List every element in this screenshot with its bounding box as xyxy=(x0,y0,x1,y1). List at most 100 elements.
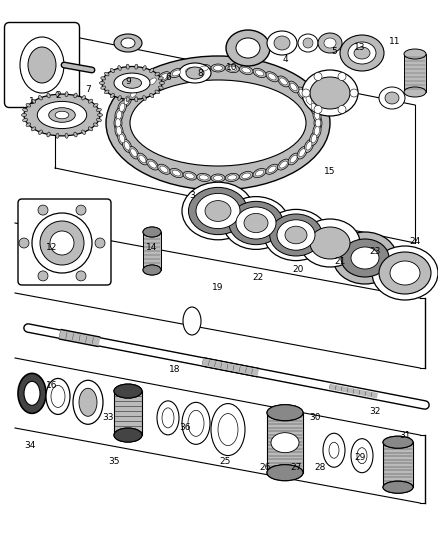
Ellipse shape xyxy=(105,72,109,76)
Ellipse shape xyxy=(290,83,297,91)
Ellipse shape xyxy=(239,172,253,180)
Ellipse shape xyxy=(79,388,97,416)
Ellipse shape xyxy=(155,90,159,94)
Ellipse shape xyxy=(333,232,397,284)
Ellipse shape xyxy=(135,64,138,69)
Ellipse shape xyxy=(118,132,127,146)
Ellipse shape xyxy=(236,207,276,239)
Text: 19: 19 xyxy=(212,284,224,293)
Ellipse shape xyxy=(26,123,31,126)
Ellipse shape xyxy=(160,166,168,173)
Ellipse shape xyxy=(314,111,320,119)
Ellipse shape xyxy=(267,465,303,481)
Ellipse shape xyxy=(124,96,130,104)
Ellipse shape xyxy=(49,108,75,122)
Ellipse shape xyxy=(196,193,240,229)
Ellipse shape xyxy=(267,405,303,421)
Ellipse shape xyxy=(223,197,289,249)
Ellipse shape xyxy=(114,116,122,130)
Ellipse shape xyxy=(278,76,290,87)
Text: 16: 16 xyxy=(46,381,58,390)
Ellipse shape xyxy=(285,226,307,244)
Ellipse shape xyxy=(135,97,138,102)
Ellipse shape xyxy=(118,66,121,70)
Ellipse shape xyxy=(280,161,287,168)
Ellipse shape xyxy=(40,221,84,265)
Ellipse shape xyxy=(267,31,297,55)
Ellipse shape xyxy=(182,182,254,240)
Ellipse shape xyxy=(150,68,154,72)
Ellipse shape xyxy=(185,173,194,179)
Ellipse shape xyxy=(114,73,150,93)
Circle shape xyxy=(19,238,29,248)
Ellipse shape xyxy=(143,265,161,275)
FancyBboxPatch shape xyxy=(114,391,142,435)
Ellipse shape xyxy=(225,64,239,72)
Text: 13: 13 xyxy=(354,43,366,52)
Ellipse shape xyxy=(159,77,163,80)
Ellipse shape xyxy=(96,108,101,111)
Ellipse shape xyxy=(304,139,314,152)
Text: 4: 4 xyxy=(282,55,288,64)
Ellipse shape xyxy=(253,168,266,177)
Circle shape xyxy=(350,89,358,97)
Ellipse shape xyxy=(26,103,31,107)
Circle shape xyxy=(302,89,310,97)
Ellipse shape xyxy=(56,92,59,97)
Ellipse shape xyxy=(304,94,314,107)
Ellipse shape xyxy=(143,95,146,100)
Ellipse shape xyxy=(404,87,426,97)
Ellipse shape xyxy=(255,170,264,176)
Ellipse shape xyxy=(271,433,299,453)
Text: 30: 30 xyxy=(309,414,321,423)
Ellipse shape xyxy=(74,132,77,137)
Ellipse shape xyxy=(404,49,426,59)
Ellipse shape xyxy=(96,118,101,122)
Ellipse shape xyxy=(348,42,376,64)
Ellipse shape xyxy=(268,166,276,173)
Ellipse shape xyxy=(351,247,379,269)
Ellipse shape xyxy=(114,428,142,442)
Ellipse shape xyxy=(182,402,210,445)
Text: 7: 7 xyxy=(85,85,91,94)
Ellipse shape xyxy=(211,403,245,456)
Ellipse shape xyxy=(197,64,211,72)
Ellipse shape xyxy=(277,220,315,250)
Circle shape xyxy=(338,106,346,114)
Text: 26: 26 xyxy=(259,464,271,472)
Ellipse shape xyxy=(225,173,239,182)
FancyBboxPatch shape xyxy=(267,413,303,473)
Ellipse shape xyxy=(299,149,305,157)
Ellipse shape xyxy=(143,265,161,275)
Ellipse shape xyxy=(372,246,438,300)
Ellipse shape xyxy=(340,35,384,71)
Ellipse shape xyxy=(162,408,174,428)
Text: 9: 9 xyxy=(125,77,131,86)
Ellipse shape xyxy=(106,56,330,190)
Ellipse shape xyxy=(218,414,238,446)
Ellipse shape xyxy=(311,134,317,143)
Circle shape xyxy=(338,72,346,80)
Text: 15: 15 xyxy=(324,167,336,176)
Ellipse shape xyxy=(129,147,139,159)
Ellipse shape xyxy=(39,95,42,100)
Text: 1: 1 xyxy=(29,98,35,107)
Ellipse shape xyxy=(82,95,85,100)
Ellipse shape xyxy=(147,159,159,170)
Ellipse shape xyxy=(311,103,317,112)
Ellipse shape xyxy=(126,97,129,102)
Ellipse shape xyxy=(274,36,290,50)
Ellipse shape xyxy=(226,30,270,66)
Ellipse shape xyxy=(280,78,287,85)
Text: 8: 8 xyxy=(197,69,203,77)
Ellipse shape xyxy=(98,114,102,117)
FancyBboxPatch shape xyxy=(18,199,111,285)
Ellipse shape xyxy=(310,132,318,146)
Ellipse shape xyxy=(267,405,303,421)
Ellipse shape xyxy=(93,123,98,126)
Ellipse shape xyxy=(74,93,77,98)
Ellipse shape xyxy=(82,130,85,134)
Ellipse shape xyxy=(197,173,211,182)
Ellipse shape xyxy=(313,108,321,122)
FancyBboxPatch shape xyxy=(404,54,426,92)
